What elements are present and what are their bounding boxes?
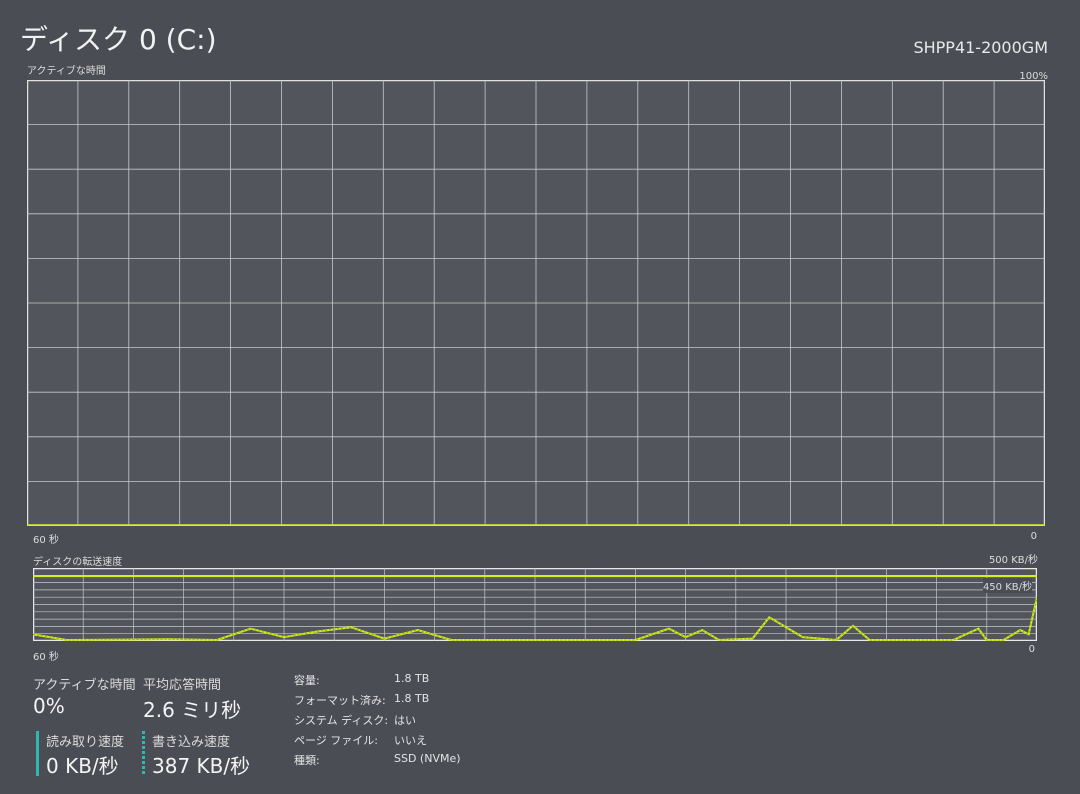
active-time-value: 0% (33, 694, 65, 718)
property-key: フォーマット済み: (294, 694, 386, 707)
property-row: 種類: SSD (NVMe) (294, 752, 461, 772)
read-legend-stripe (36, 731, 39, 776)
response-time-value: 2.6 ミリ秒 (143, 698, 242, 722)
property-value: 1.8 TB (394, 692, 430, 705)
active-chart-label: アクティブな時間 (27, 66, 106, 77)
write-legend-stripe (142, 731, 145, 776)
active-time-label: アクティブな時間 (33, 678, 136, 693)
transfer-chart-label: ディスクの転送速度 (33, 557, 123, 568)
property-key: 種類: (294, 754, 320, 767)
read-speed-value: 0 KB/秒 (46, 754, 119, 778)
properties-list: 容量: 1.8 TB フォーマット済み: 1.8 TB システム ディスク: はいページ … (294, 672, 461, 772)
property-value: SSD (NVMe) (394, 752, 461, 765)
active-chart-min: 0 (1030, 531, 1037, 542)
property-key: ページ ファイル: (294, 734, 378, 747)
response-time-label: 平均応答時間 (143, 678, 222, 693)
disk-model: SHPP41-2000GM (913, 38, 1048, 57)
property-value: いいえ (394, 734, 427, 747)
page-title: ディスク 0 (C:) (20, 23, 217, 56)
property-key: 容量: (294, 674, 320, 687)
transfer-chart-min: 0 (1028, 644, 1035, 655)
property-row: システム ディスク: はい (294, 712, 461, 732)
property-row: ページ ファイル: いいえ (294, 732, 461, 752)
active-chart-max: 100% (1019, 71, 1048, 82)
property-value: 1.8 TB (394, 672, 430, 685)
write-speed-label: 書き込み速度 (152, 735, 231, 750)
active-chart-time: 60 秒 (33, 535, 59, 546)
write-rate-line (33, 597, 1037, 641)
transfer-chart-marker: 450 KB/秒 (982, 578, 1032, 593)
write-speed-value: 387 KB/秒 (152, 754, 251, 778)
read-speed-label: 読み取り速度 (46, 735, 125, 750)
property-row: 容量: 1.8 TB (294, 672, 461, 692)
transfer-rate-chart (33, 568, 1037, 641)
transfer-chart-max: 500 KB/秒 (988, 555, 1038, 566)
property-row: フォーマット済み: 1.8 TB (294, 692, 461, 712)
property-key: システム ディスク: (294, 714, 389, 727)
transfer-chart-time: 60 秒 (33, 652, 59, 663)
property-value: はい (394, 714, 416, 727)
active-time-chart (27, 80, 1045, 526)
